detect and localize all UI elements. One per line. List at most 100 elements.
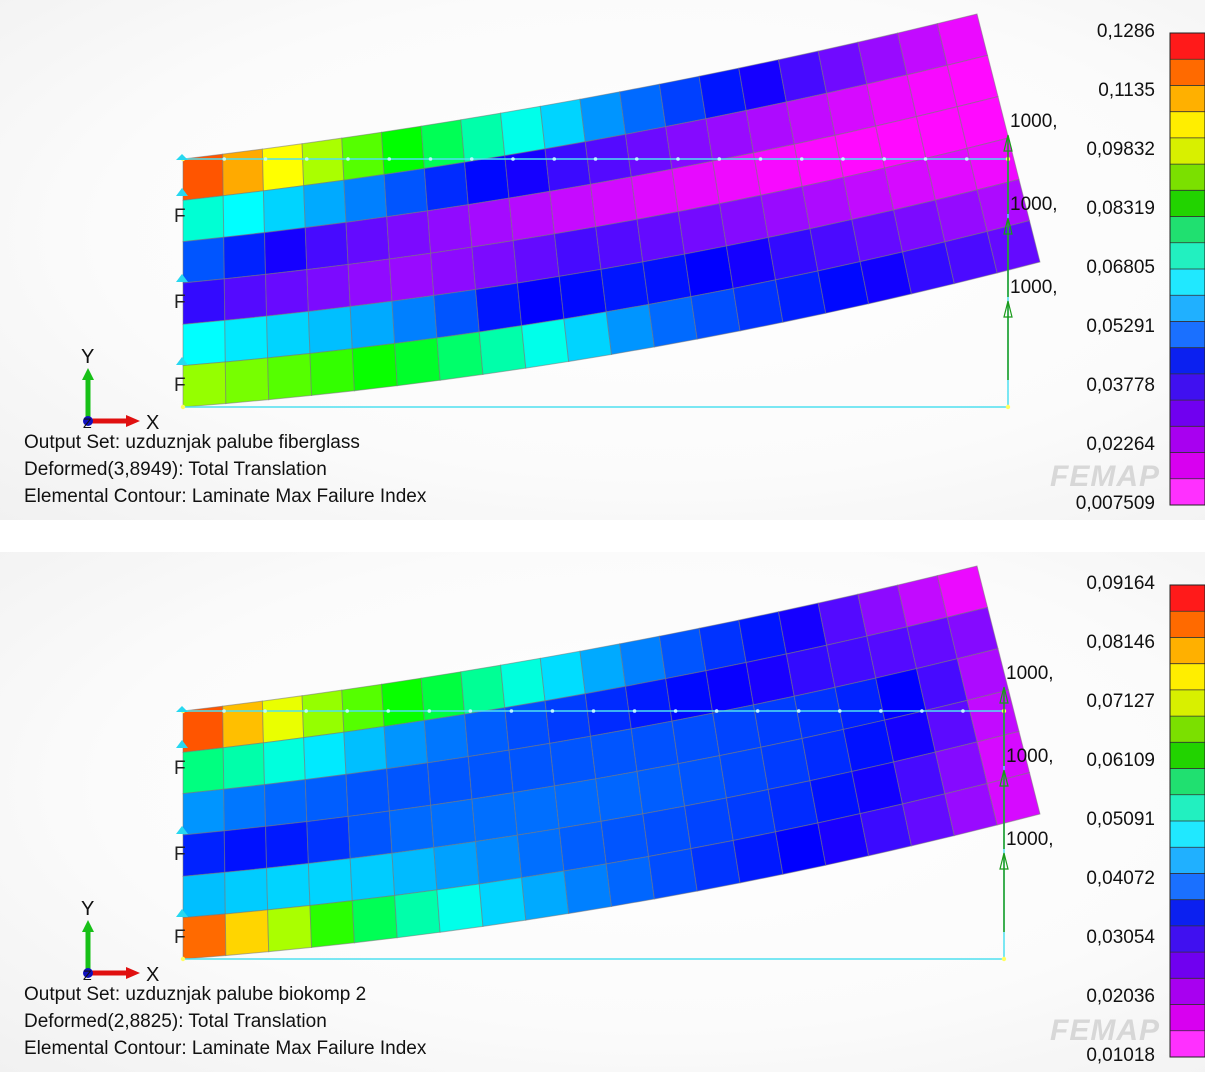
load-label: 1000,	[1010, 111, 1058, 132]
mesh-element	[505, 149, 550, 198]
legend-swatch	[1170, 243, 1205, 270]
mesh-element	[601, 814, 649, 864]
legend-swatch	[1170, 348, 1205, 375]
legend-swatch	[1170, 585, 1205, 612]
mesh-element	[818, 262, 869, 314]
legend-swatch	[1170, 1005, 1205, 1032]
node-dot	[594, 157, 598, 161]
mesh-element	[387, 763, 431, 811]
node-dot	[759, 157, 763, 161]
legend-swatch	[1170, 821, 1205, 848]
mesh-element	[637, 212, 685, 262]
output-set-label: Output Set: uzduznjak palube fiberglass	[24, 429, 360, 456]
mesh-element	[437, 884, 483, 932]
legend-swatch	[1170, 426, 1205, 453]
node-dot	[592, 709, 596, 713]
mesh-element	[183, 706, 223, 752]
mesh-element	[263, 186, 305, 233]
mesh-element	[342, 132, 384, 180]
legend-swatch	[1170, 611, 1205, 638]
mesh-element	[678, 204, 726, 255]
result-panel-fiberglass: 1000, 1000, 1000, F F F Y X Z Output Set: uzduzn…	[0, 0, 1205, 520]
mesh-element	[268, 905, 312, 951]
constraint-label: F	[174, 844, 186, 865]
mesh-element	[479, 326, 526, 375]
contour-label: Elemental Contour: Laminate Max Failure …	[24, 1035, 426, 1062]
mesh-element	[685, 246, 734, 297]
node-dot	[924, 157, 928, 161]
mesh-element	[225, 868, 268, 914]
mesh-element	[691, 288, 740, 339]
node-dot	[470, 157, 474, 161]
legend-swatch	[1170, 138, 1205, 165]
mesh-element	[631, 169, 678, 219]
node-dot	[510, 709, 514, 713]
mesh-element	[513, 786, 559, 835]
mesh-element	[424, 714, 468, 763]
mesh-element	[307, 816, 350, 863]
mesh-element	[350, 301, 394, 348]
mesh-element	[183, 872, 225, 917]
legend-value: 0,06805	[1045, 257, 1155, 279]
legend-swatch	[1170, 59, 1205, 86]
node-dot	[674, 709, 678, 713]
mesh-element	[348, 259, 392, 307]
legend-value: 0,04072	[1045, 868, 1155, 890]
mesh-element	[225, 316, 268, 362]
mesh-element	[428, 205, 472, 254]
node-dot	[263, 709, 267, 713]
mesh-element	[540, 651, 585, 701]
y-axis-label: Y	[81, 898, 94, 920]
mesh-element	[431, 247, 476, 295]
legend-value: 0,09164	[1045, 573, 1155, 595]
legend-swatch	[1170, 637, 1205, 664]
legend-value: 0,02036	[1045, 986, 1155, 1008]
deformed-label: Deformed(2,8825): Total Translation	[24, 1008, 327, 1035]
mesh-element	[666, 119, 713, 169]
node-dot	[1002, 957, 1006, 961]
constraint-label: F	[174, 927, 186, 948]
mesh-element	[513, 234, 559, 283]
node-dot	[633, 709, 637, 713]
mesh-element	[659, 76, 706, 126]
node-dot	[181, 957, 185, 961]
mesh-element	[606, 856, 654, 906]
mesh-element	[649, 297, 698, 347]
legend-swatch	[1170, 716, 1205, 743]
legend-swatch	[1170, 926, 1205, 953]
mesh-element	[685, 798, 734, 849]
mesh-element	[606, 304, 654, 354]
mesh-element	[267, 864, 310, 910]
mesh-element	[392, 848, 437, 896]
node-dot	[1006, 405, 1010, 409]
mesh-element	[183, 914, 226, 959]
mesh-element	[434, 842, 479, 890]
mesh-element	[262, 696, 303, 743]
mesh-element	[395, 890, 440, 938]
mesh-element	[501, 106, 545, 155]
y-axis-arrowhead	[82, 920, 94, 932]
mesh-element	[564, 864, 612, 914]
mesh-element	[350, 853, 394, 900]
mesh-element	[699, 620, 746, 671]
mesh-element	[540, 99, 585, 149]
mesh-element	[522, 319, 569, 368]
femap-logo: FEMAP	[1050, 1014, 1160, 1048]
legend-swatch	[1170, 952, 1205, 979]
mesh-element	[479, 878, 526, 927]
mesh-element	[384, 169, 427, 217]
mesh-element	[509, 191, 554, 240]
mesh-element	[699, 68, 746, 119]
mesh-element	[637, 764, 685, 814]
legend-swatch	[1170, 217, 1205, 244]
legend-swatch	[1170, 1031, 1205, 1058]
legend-value: 0,03054	[1045, 927, 1155, 949]
mesh-element	[601, 262, 649, 312]
mesh-element	[225, 910, 268, 956]
beam-mesh	[183, 14, 1040, 407]
mesh-element	[183, 362, 226, 407]
node-dot	[717, 157, 721, 161]
constraint-marker	[176, 706, 188, 712]
mesh-element	[643, 254, 691, 304]
legend-swatch	[1170, 873, 1205, 900]
